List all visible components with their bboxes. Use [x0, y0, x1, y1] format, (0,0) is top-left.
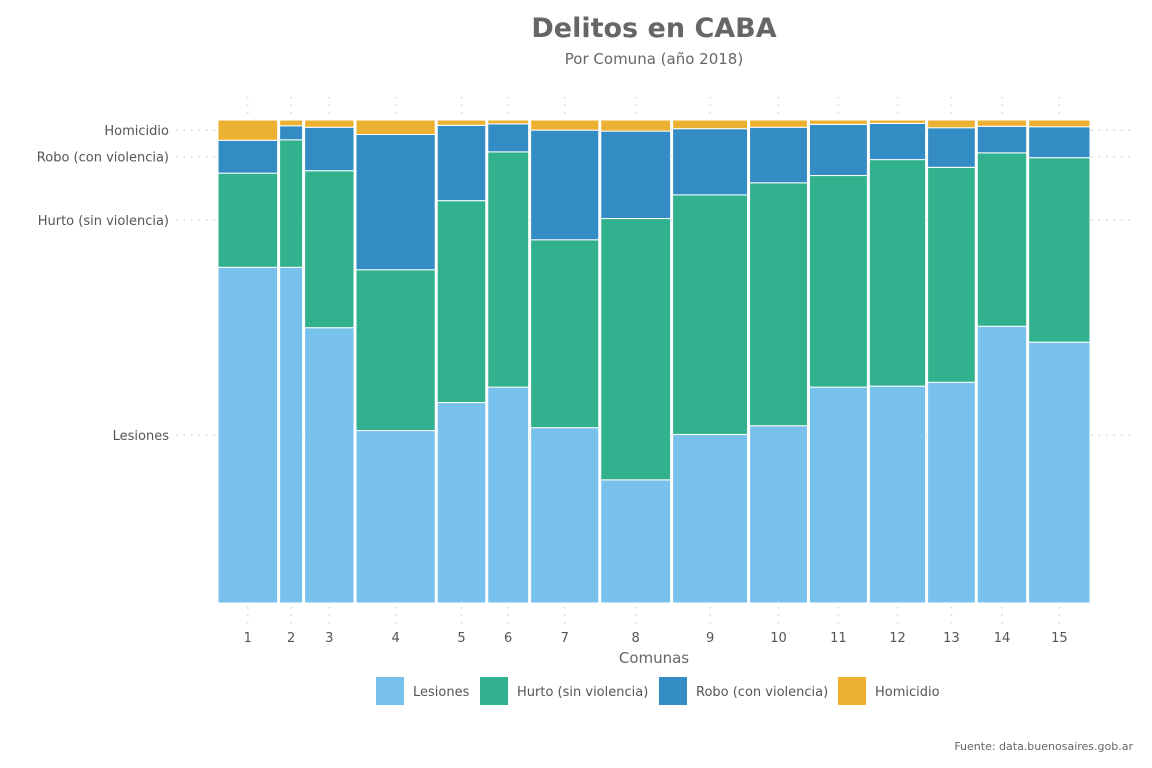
legend-swatch	[376, 677, 404, 705]
legend-label: Hurto (sin violencia)	[517, 685, 648, 700]
x-tick-label: 1	[244, 631, 252, 646]
bar-segment-comuna-10	[749, 425, 808, 604]
bar-segment-comuna-1	[217, 119, 279, 141]
x-tick-label: 2	[287, 631, 295, 646]
bar-segment-comuna-13	[927, 166, 976, 383]
legend-label: Homicidio	[875, 685, 940, 700]
bar-segment-comuna-5	[436, 402, 487, 604]
bar-segment-comuna-12	[868, 119, 927, 124]
x-tick-label: 6	[504, 631, 512, 646]
chart-title: Delitos en CABA	[531, 13, 776, 44]
bar-segment-comuna-5	[436, 124, 487, 202]
legend-label: Lesiones	[413, 685, 470, 700]
x-tick-label: 15	[1051, 631, 1068, 646]
bar-segment-comuna-3	[304, 126, 355, 172]
bar-segment-comuna-13	[927, 127, 976, 168]
bar-segment-comuna-2	[279, 266, 304, 604]
bar-segment-comuna-10	[749, 126, 808, 184]
bar-segment-comuna-8	[600, 130, 672, 220]
x-tick-label: 13	[943, 631, 960, 646]
bar-segment-comuna-10	[749, 119, 808, 128]
bar-segment-comuna-12	[868, 385, 927, 604]
bar-segment-comuna-11	[808, 123, 868, 177]
bar-segment-comuna-9	[672, 119, 749, 130]
bar-segment-comuna-5	[436, 200, 487, 404]
bar-segment-comuna-14	[976, 325, 1028, 604]
bar-segment-comuna-5	[436, 119, 487, 126]
x-tick-label: 3	[325, 631, 333, 646]
bar-segment-comuna-11	[808, 175, 868, 388]
legend-swatch	[480, 677, 508, 705]
y-tick-label: Robo (con violencia)	[37, 151, 169, 166]
bar-segment-comuna-4	[355, 269, 436, 432]
bar-segment-comuna-7	[530, 239, 600, 429]
legend-swatch	[659, 677, 687, 705]
x-tick-label: 7	[561, 631, 569, 646]
x-axis-tick-labels: 1 2 3 4 5 6 7 8 9 10 11 12 13 14 15	[244, 631, 1068, 646]
y-axis-tick-labels: Lesiones Hurto (sin violencia) Robo (con v…	[37, 124, 169, 444]
bar-segment-comuna-6	[487, 119, 530, 125]
bar-segment-comuna-4	[355, 119, 436, 135]
y-tick-label: Hurto (sin violencia)	[38, 214, 169, 229]
bar-segment-comuna-7	[530, 427, 600, 604]
legend-label: Robo (con violencia)	[696, 685, 828, 700]
bar-segment-comuna-6	[487, 386, 530, 604]
bar-segment-comuna-1	[217, 266, 279, 604]
bar-segment-comuna-15	[1028, 126, 1091, 159]
y-tick-label: Homicidio	[104, 124, 169, 139]
bar-segment-comuna-2	[279, 139, 304, 268]
bar-segment-comuna-9	[672, 194, 749, 435]
bar-segments	[217, 119, 1091, 604]
bar-segment-comuna-4	[355, 430, 436, 604]
y-tick-label: Lesiones	[113, 429, 170, 444]
bar-segment-comuna-7	[530, 129, 600, 241]
bar-segment-comuna-2	[279, 119, 304, 127]
bar-segment-comuna-3	[304, 327, 355, 604]
bar-segment-comuna-1	[217, 172, 279, 268]
bar-segment-comuna-15	[1028, 119, 1091, 128]
bar-segment-comuna-11	[808, 386, 868, 604]
bar-segment-comuna-9	[672, 433, 749, 604]
chart-subtitle: Por Comuna (año 2018)	[565, 50, 743, 68]
bar-segment-comuna-1	[217, 139, 279, 174]
bar-segment-comuna-15	[1028, 341, 1091, 604]
bar-segment-comuna-2	[279, 125, 304, 141]
bar-segment-comuna-12	[868, 122, 927, 161]
x-tick-label: 10	[770, 631, 787, 646]
bar-segment-comuna-8	[600, 479, 672, 604]
x-axis-label: Comunas	[619, 649, 689, 667]
bar-segment-comuna-7	[530, 119, 600, 131]
x-tick-label: 11	[830, 631, 847, 646]
bar-segment-comuna-3	[304, 119, 355, 128]
x-tick-label: 12	[889, 631, 906, 646]
bar-segment-comuna-8	[600, 218, 672, 481]
chart-caption: Fuente: data.buenosaires.gob.ar	[954, 740, 1133, 753]
bar-segment-comuna-14	[976, 119, 1028, 127]
bar-segment-comuna-6	[487, 151, 530, 388]
x-tick-label: 8	[632, 631, 640, 646]
bar-segment-comuna-12	[868, 159, 927, 387]
x-tick-label: 4	[391, 631, 399, 646]
bar-segment-comuna-15	[1028, 157, 1091, 343]
x-tick-label: 14	[994, 631, 1011, 646]
bar-segment-comuna-4	[355, 133, 436, 271]
bar-segment-comuna-14	[976, 152, 1028, 327]
bar-segment-comuna-14	[976, 125, 1028, 154]
x-tick-label: 5	[457, 631, 465, 646]
bar-segment-comuna-9	[672, 128, 749, 196]
legend-swatch	[838, 677, 866, 705]
bar-segment-comuna-8	[600, 119, 672, 132]
bar-segment-comuna-13	[927, 119, 976, 129]
bar-segment-comuna-6	[487, 123, 530, 153]
legend: Lesiones Hurto (sin violencia) Robo (con v…	[376, 677, 940, 705]
bar-segment-comuna-10	[749, 182, 808, 427]
bar-segment-comuna-3	[304, 170, 355, 329]
bar-segment-comuna-11	[808, 119, 868, 125]
x-tick-label: 9	[706, 631, 714, 646]
bar-segment-comuna-13	[927, 381, 976, 604]
